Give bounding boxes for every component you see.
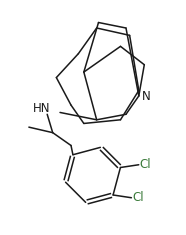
Text: HN: HN bbox=[33, 102, 50, 115]
Text: N: N bbox=[142, 90, 151, 103]
Text: Cl: Cl bbox=[132, 191, 144, 204]
Text: Cl: Cl bbox=[140, 158, 151, 171]
